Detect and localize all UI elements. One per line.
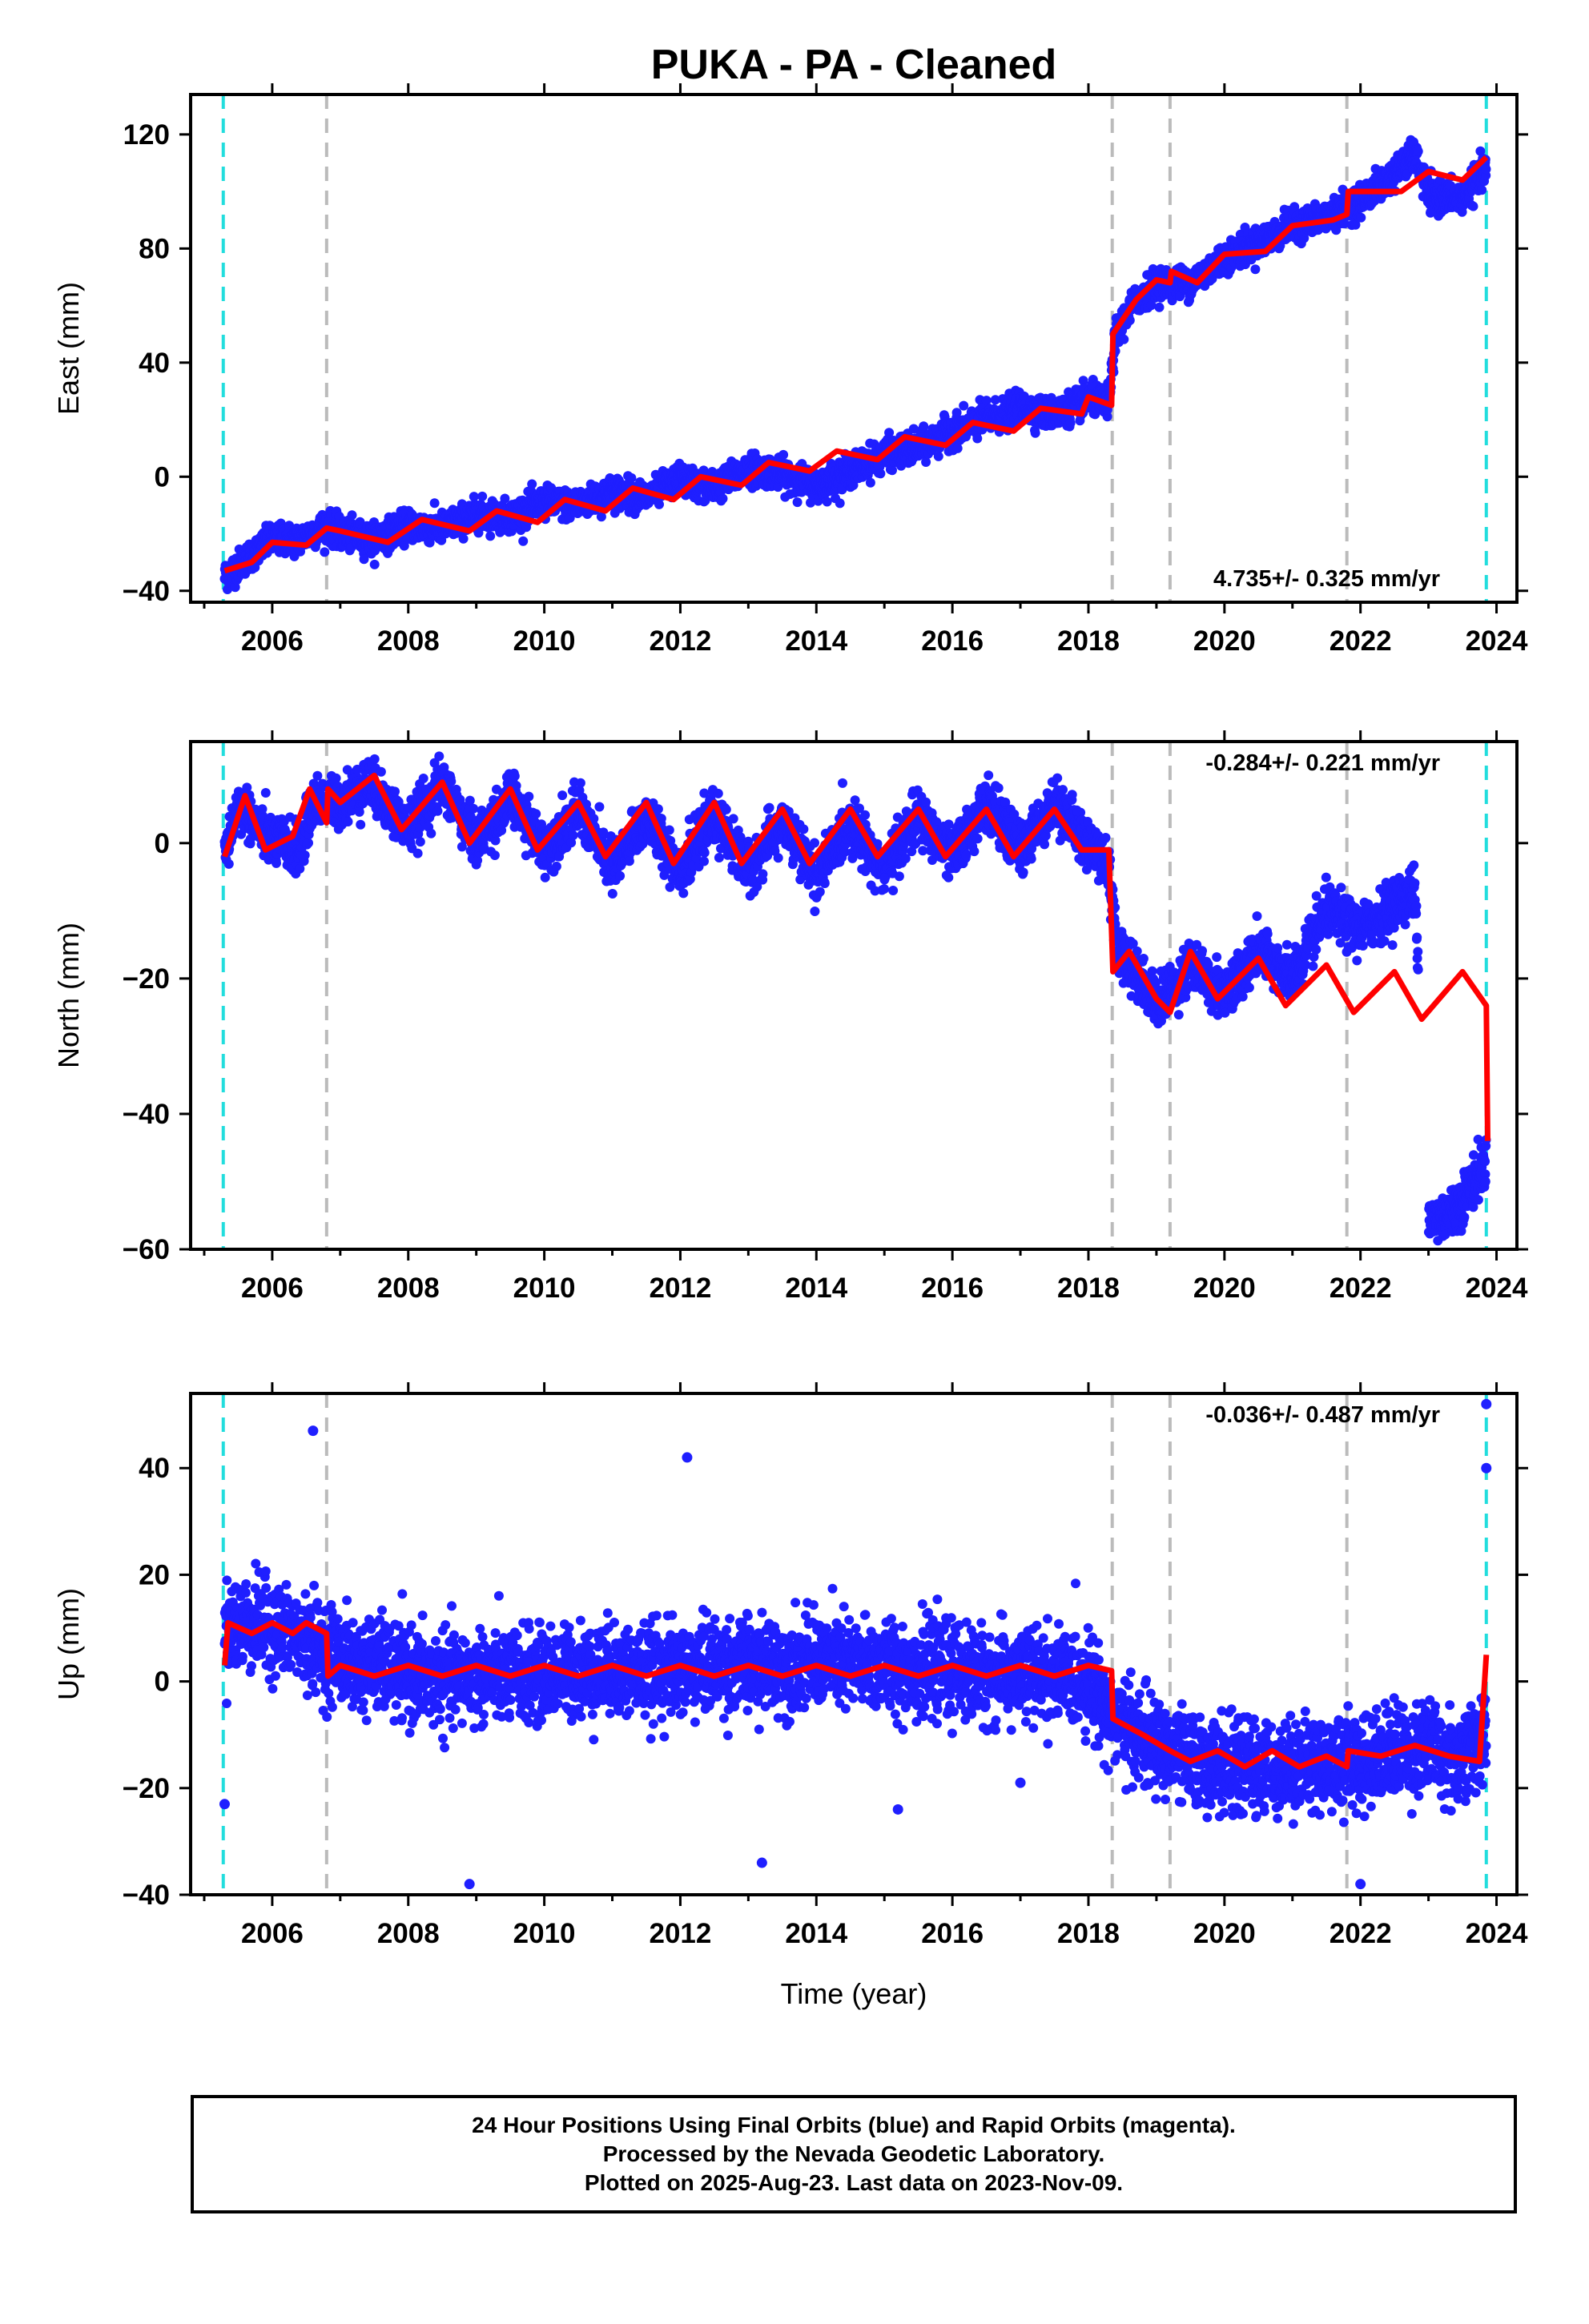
east-point: [822, 497, 832, 507]
east-point: [626, 472, 637, 483]
east-point: [320, 547, 330, 557]
east-y-tick-label: 40: [139, 348, 170, 379]
east-point: [952, 443, 963, 453]
east-point: [1207, 274, 1217, 284]
east-point: [1154, 302, 1165, 312]
north-plot-area: [219, 742, 1491, 1249]
east-point: [865, 477, 875, 488]
east-point: [429, 498, 440, 509]
north-point: [300, 850, 310, 860]
east-y-axis-label: East (mm): [52, 282, 85, 415]
east-point: [919, 421, 929, 432]
east-point: [500, 493, 510, 504]
east-point: [424, 537, 435, 548]
north-points: [219, 751, 1491, 1246]
east-point: [875, 468, 886, 479]
east-point: [1477, 185, 1487, 195]
east-point: [835, 498, 845, 509]
east-plot-area: [219, 94, 1491, 602]
north-panel: 2006 2008 2010 2012 2014 2016 2018 2020 2022 2024…: [52, 730, 1528, 1304]
east-point: [990, 395, 1000, 405]
north-point: [272, 858, 281, 868]
east-point: [469, 492, 479, 502]
east-point: [1413, 147, 1423, 156]
north-point: [356, 819, 366, 830]
east-point: [921, 457, 931, 467]
east-point: [596, 512, 606, 522]
east-point: [1339, 219, 1350, 229]
east-x-tick-label: 2006: [241, 625, 304, 657]
north-point: [331, 773, 341, 783]
east-y-tick-label: 120: [123, 119, 170, 151]
east-x-tick-label: 2022: [1330, 625, 1392, 657]
east-model-line: [223, 155, 1489, 574]
east-x-tick-label: 2020: [1193, 625, 1256, 657]
north-point: [312, 770, 323, 781]
east-point: [972, 433, 983, 444]
east-point: [458, 533, 469, 544]
east-point: [1078, 376, 1088, 386]
east-point: [887, 465, 897, 476]
north-point: [304, 838, 313, 848]
east-point: [518, 536, 529, 546]
east-point: [1481, 164, 1491, 175]
north-point: [354, 806, 364, 817]
east-point: [933, 451, 943, 461]
north-point: [260, 788, 271, 798]
east-point: [1418, 162, 1429, 172]
east-point: [1250, 264, 1261, 275]
east-point: [908, 424, 919, 434]
east-point: [359, 554, 369, 565]
east-point: [527, 479, 537, 489]
east-point: [792, 497, 803, 508]
east-point: [1065, 418, 1076, 428]
north-point: [295, 863, 305, 874]
east-point: [1030, 428, 1040, 438]
east-x-tick-label: 2018: [1057, 625, 1120, 657]
east-point: [654, 499, 664, 509]
east-panel: 2006 2008 2010 2012 2014 2016 2018 2020 2022 2024…: [52, 83, 1528, 657]
east-point: [951, 408, 962, 418]
east-x-tick-label: 2024: [1466, 625, 1528, 657]
east-x-tick-label: 2008: [377, 625, 440, 657]
east-point: [369, 559, 380, 569]
east-y-tick-label: 0: [155, 461, 170, 493]
east-frame: [189, 93, 1519, 604]
east-point: [981, 396, 992, 406]
east-y-tick-label: 80: [139, 233, 170, 264]
north-point: [223, 858, 234, 869]
east-point: [778, 449, 789, 460]
east-x-tick-label: 2010: [513, 625, 576, 657]
east-point: [718, 493, 728, 504]
east-point: [848, 480, 859, 490]
chart-title: PUKA - PA - Cleaned: [651, 42, 1057, 88]
east-point: [473, 528, 484, 538]
east-point: [1356, 212, 1366, 223]
east-x-tick-label: 2014: [785, 625, 847, 657]
east-y-tick-label: −40: [123, 576, 170, 607]
east-point: [477, 491, 488, 501]
east-x-tick-label: 2016: [921, 625, 984, 657]
north-point: [242, 782, 252, 793]
east-point: [1119, 334, 1129, 344]
east-x-tick-label: 2012: [650, 625, 712, 657]
east-point: [884, 428, 895, 438]
east-point: [1124, 316, 1135, 325]
east-point: [959, 400, 969, 411]
east-rate-label: 4.735+/- 0.325 mm/yr: [1213, 566, 1440, 592]
east-point: [1102, 412, 1112, 422]
north-point: [343, 817, 353, 826]
east-point: [347, 510, 357, 521]
east-point: [1468, 201, 1478, 211]
east-point: [1350, 219, 1361, 230]
east-point: [485, 531, 496, 541]
north-point: [352, 764, 362, 774]
east-point: [1146, 300, 1157, 311]
